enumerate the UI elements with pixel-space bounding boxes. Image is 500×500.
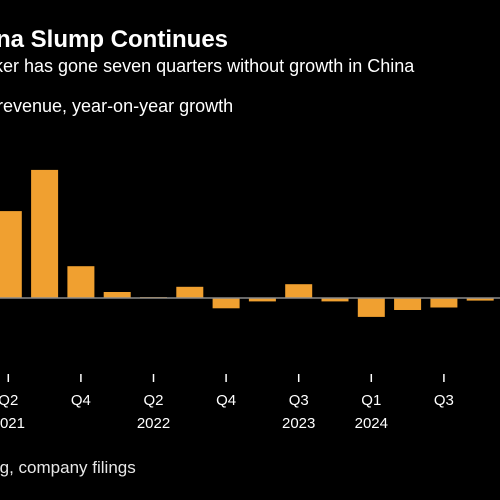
x-tick-label: Q4 xyxy=(216,392,236,409)
bar-q4-2021 xyxy=(67,266,95,298)
bar-q3-2021 xyxy=(31,169,59,298)
bar-q4-2023 xyxy=(357,298,385,317)
x-tick-year-label: 2024 xyxy=(355,415,388,432)
x-tick-label: Q3 xyxy=(289,392,309,409)
bar-q3-2022 xyxy=(176,286,204,298)
bar-q1-2024 xyxy=(394,298,422,310)
x-tick-label: Q3 xyxy=(434,392,454,409)
x-tick-year-label: 2022 xyxy=(137,415,170,432)
bar-q2-2024 xyxy=(430,298,458,308)
bar-q2-2021 xyxy=(0,211,22,298)
x-tick-year-label: 2023 xyxy=(282,415,315,432)
bar-q1-2023 xyxy=(248,298,276,302)
bar-q4-2022 xyxy=(212,298,240,309)
chart-title: na Slump Continues xyxy=(0,26,229,53)
x-tick-label: Q2 xyxy=(143,392,163,409)
source-note: rg, company filings xyxy=(0,458,136,477)
chart-subtitle: ker has gone seven quarters without grow… xyxy=(0,56,415,76)
x-tick-label: Q2 xyxy=(0,392,18,409)
x-tick-label: Q4 xyxy=(71,392,91,409)
bar-q1-2022 xyxy=(103,292,131,298)
series-label: revenue, year-on-year growth xyxy=(0,96,234,116)
bar-q3-2023 xyxy=(321,298,349,302)
bar-q3-2024 xyxy=(466,298,494,301)
bar-q2-2023 xyxy=(285,284,313,298)
x-tick-label: Q1 xyxy=(361,392,381,409)
